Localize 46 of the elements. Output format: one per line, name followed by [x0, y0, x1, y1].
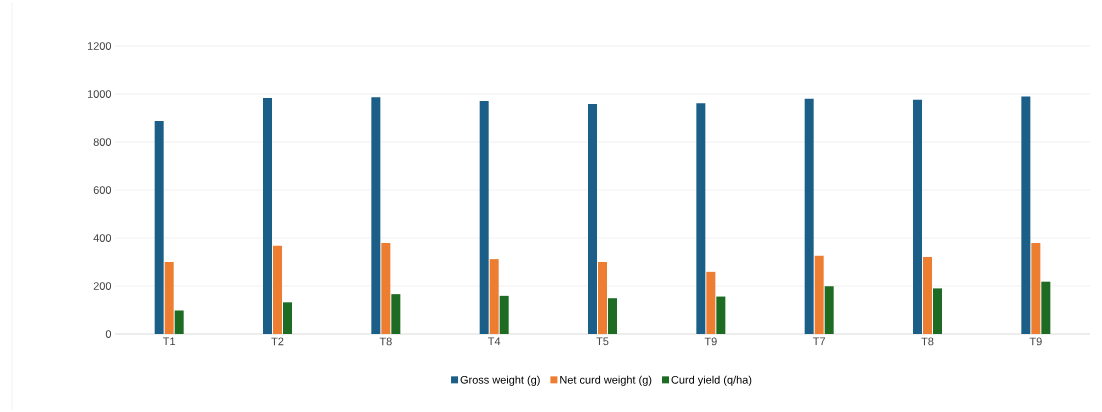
- legend-label: Curd yield (q/ha): [671, 375, 752, 386]
- bar: [154, 120, 164, 334]
- bar: [696, 103, 706, 334]
- bar: [263, 98, 273, 334]
- bar: [1021, 96, 1031, 334]
- y-tick-label: 600: [93, 186, 112, 194]
- bar: [479, 100, 489, 334]
- bar: [824, 286, 834, 334]
- bar: [174, 310, 184, 334]
- bar: [933, 288, 943, 334]
- x-tick-label: T9: [1029, 337, 1042, 346]
- y-tick-label: 0: [105, 330, 112, 338]
- bar: [164, 262, 174, 334]
- x-tick-label: T2: [271, 337, 284, 346]
- x-tick-label: T5: [596, 337, 609, 346]
- y-tick-label: 800: [93, 138, 112, 146]
- x-tick-label: T7: [813, 337, 826, 346]
- x-tick-label: T1: [163, 337, 176, 346]
- bar: [923, 256, 933, 334]
- y-tick-label: 200: [93, 282, 112, 290]
- bar: [814, 255, 824, 334]
- bar: [1031, 243, 1041, 334]
- bar: [706, 271, 716, 334]
- x-tick-label: T4: [488, 337, 501, 346]
- y-tick-label: 400: [93, 234, 112, 242]
- bar: [283, 302, 293, 334]
- bar: [598, 262, 608, 334]
- bar: [716, 296, 726, 334]
- bar: [608, 298, 618, 334]
- x-tick-label: T8: [379, 337, 392, 346]
- bar: [913, 99, 923, 334]
- legend-label: Net curd weight (g): [560, 375, 652, 386]
- y-tick-label: 1000: [87, 90, 112, 98]
- bar: [489, 259, 499, 334]
- bar: [499, 295, 509, 334]
- bar: [371, 97, 381, 334]
- legend-label: Gross weight (g): [460, 375, 540, 386]
- y-tick-label: 1200: [87, 42, 112, 50]
- x-tick-label: T9: [704, 337, 717, 346]
- bar: [391, 294, 401, 334]
- bar: [588, 104, 598, 334]
- bar: [273, 245, 283, 334]
- bar: [804, 98, 814, 334]
- bar: [1041, 281, 1051, 334]
- x-tick-label: T8: [921, 337, 934, 346]
- bar: [381, 243, 391, 334]
